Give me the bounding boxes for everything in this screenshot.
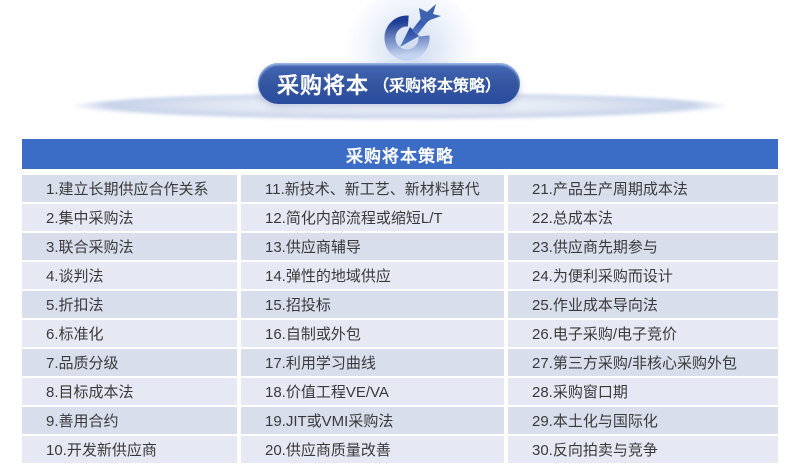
strategy-cell: 3.联合采购法: [22, 233, 237, 260]
strategy-cell: 18.价值工程VE/VA: [241, 378, 504, 405]
target-dart-icon: [384, 4, 441, 61]
strategy-cell: 4.谈判法: [22, 262, 237, 289]
strategy-cell: 20.供应商质量改善: [241, 436, 504, 463]
strategy-cell: 9.善用合约: [22, 407, 237, 434]
strategy-cell: 21.产品生产周期成本法: [508, 175, 778, 202]
strategy-cell: 7.品质分级: [22, 349, 237, 376]
strategy-cell: 1.建立长期供应合作关系: [22, 175, 237, 202]
strategy-cell: 14.弹性的地域供应: [241, 262, 504, 289]
strategy-cell: 30.反向拍卖与竞争: [508, 436, 778, 463]
strategy-cell: 22.总成本法: [508, 204, 778, 231]
strategy-cell: 27.第三方采购/非核心采购外包: [508, 349, 778, 376]
strategy-cell: 29.本土化与国际化: [508, 407, 778, 434]
strategy-cell: 17.利用学习曲线: [241, 349, 504, 376]
strategy-cell: 2.集中采购法: [22, 204, 237, 231]
strategy-cell: 19.JIT或VMI采购法: [241, 407, 504, 434]
strategy-table: 采购将本策略 1.建立长期供应合作关系 11.新技术、新工艺、新材料替代 21.…: [22, 139, 778, 463]
strategy-cell: 28.采购窗口期: [508, 378, 778, 405]
page-subtitle: （采购将本策略）: [373, 77, 502, 95]
hero-section: 采购将本 （采购将本策略）: [0, 0, 800, 138]
strategy-cell: 15.招投标: [241, 291, 504, 318]
table-header: 采购将本策略: [22, 139, 778, 169]
title-pill: 采购将本 （采购将本策略）: [258, 63, 520, 104]
strategy-cell: 13.供应商辅导: [241, 233, 504, 260]
strategy-cell: 26.电子采购/电子竞价: [508, 320, 778, 347]
strategy-cell: 10.开发新供应商: [22, 436, 237, 463]
strategy-cell: 6.标准化: [22, 320, 237, 347]
page-title: 采购将本: [276, 72, 369, 98]
strategy-cell: 16.自制或外包: [241, 320, 504, 347]
strategy-cell: 11.新技术、新工艺、新材料替代: [241, 175, 504, 202]
strategy-cell: 5.折扣法: [22, 291, 237, 318]
strategy-cell: 12.简化内部流程或缩短L/T: [241, 204, 504, 231]
table-body: 1.建立长期供应合作关系 11.新技术、新工艺、新材料替代 21.产品生产周期成…: [22, 175, 778, 463]
strategy-cell: 8.目标成本法: [22, 378, 237, 405]
strategy-cell: 23.供应商先期参与: [508, 233, 778, 260]
strategy-cell: 25.作业成本导向法: [508, 291, 778, 318]
strategy-cell: 24.为便利采购而设计: [508, 262, 778, 289]
